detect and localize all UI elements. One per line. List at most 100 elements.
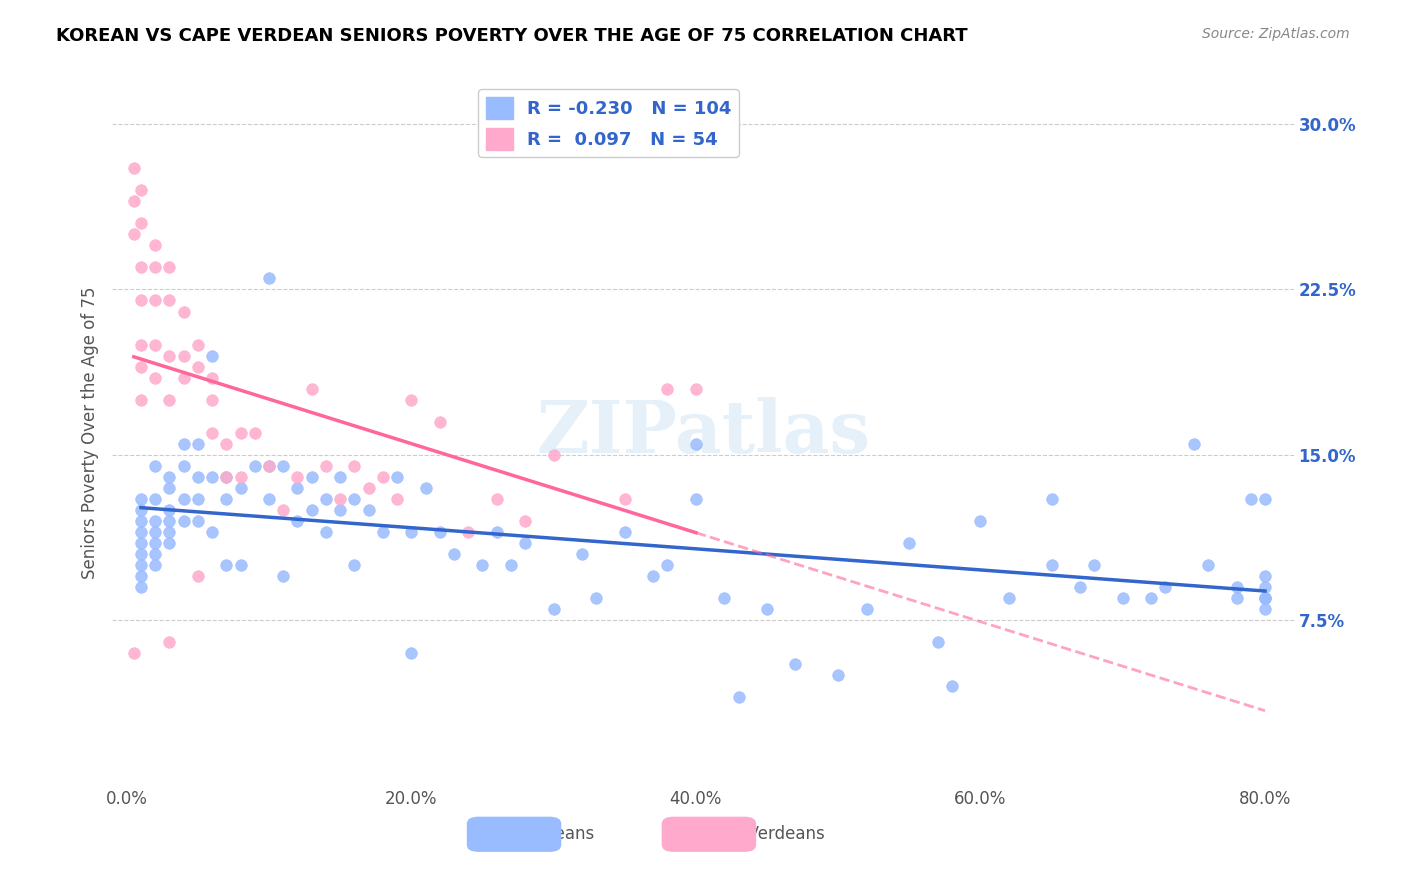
Point (129, 491, 152, 506)
Point (243, 425, 266, 440)
Point (1069, 580, 1091, 594)
Point (173, 514, 195, 528)
Point (315, 491, 337, 506)
Point (613, 491, 636, 506)
Point (122, 227, 145, 242)
Point (173, 458, 195, 473)
Point (129, 216, 152, 230)
Point (187, 568, 209, 582)
Point (1254, 591, 1277, 605)
Point (685, 382, 707, 396)
Point (685, 436, 707, 450)
Point (122, 646, 145, 660)
Point (129, 183, 152, 197)
Point (1112, 591, 1135, 605)
Point (1140, 591, 1163, 605)
Point (157, 260, 180, 275)
Point (229, 469, 252, 483)
Point (143, 514, 166, 528)
Text: Koreans: Koreans (529, 825, 595, 843)
Point (329, 502, 352, 516)
Point (201, 349, 224, 363)
Point (257, 271, 280, 285)
Point (756, 601, 779, 615)
Point (257, 491, 280, 506)
Point (513, 514, 536, 528)
Point (1254, 591, 1277, 605)
Point (301, 502, 323, 516)
Point (1197, 558, 1219, 572)
Point (485, 491, 508, 506)
Point (201, 524, 224, 539)
Point (157, 502, 180, 516)
Point (157, 392, 180, 407)
Point (157, 535, 180, 549)
Point (201, 392, 224, 407)
Point (343, 491, 366, 506)
Point (215, 469, 238, 483)
Point (129, 580, 152, 594)
Point (173, 436, 195, 450)
Point (898, 535, 921, 549)
Point (129, 293, 152, 308)
Point (229, 425, 252, 440)
Point (371, 469, 394, 483)
Point (129, 568, 152, 582)
Point (287, 514, 309, 528)
Legend: R = -0.230   N = 104, R =  0.097   N = 54: R = -0.230 N = 104, R = 0.097 N = 54 (478, 89, 738, 157)
Point (315, 458, 337, 473)
Point (343, 458, 366, 473)
Point (243, 458, 266, 473)
Point (1254, 580, 1277, 594)
Point (187, 491, 209, 506)
Point (357, 481, 380, 495)
Point (187, 359, 209, 374)
Point (229, 481, 252, 495)
Point (187, 469, 209, 483)
Point (429, 415, 451, 429)
Point (143, 293, 166, 308)
Point (998, 591, 1021, 605)
Point (143, 238, 166, 252)
Text: Source: ZipAtlas.com: Source: ZipAtlas.com (1202, 27, 1350, 41)
Point (215, 469, 238, 483)
Point (343, 558, 366, 572)
Text: KOREAN VS CAPE VERDEAN SENIORS POVERTY OVER THE AGE OF 75 CORRELATION CHART: KOREAN VS CAPE VERDEAN SENIORS POVERTY O… (56, 27, 967, 45)
Text: Cape Verdeans: Cape Verdeans (700, 825, 824, 843)
Point (215, 436, 238, 450)
Point (1040, 491, 1063, 506)
Point (1254, 591, 1277, 605)
Point (1226, 591, 1249, 605)
Point (143, 370, 166, 384)
Point (129, 337, 152, 351)
Point (173, 349, 195, 363)
Point (543, 448, 565, 462)
Point (385, 491, 408, 506)
Point (1226, 580, 1249, 594)
Point (143, 337, 166, 351)
Point (643, 568, 665, 582)
Point (157, 635, 180, 649)
Point (855, 601, 877, 615)
Point (329, 469, 352, 483)
Point (585, 591, 607, 605)
Point (287, 481, 309, 495)
Point (143, 558, 166, 572)
Point (129, 535, 152, 549)
Point (543, 601, 565, 615)
Point (385, 469, 408, 483)
Point (201, 469, 224, 483)
Point (157, 481, 180, 495)
Point (215, 558, 238, 572)
Point (157, 469, 180, 483)
Point (927, 635, 949, 649)
Point (229, 558, 252, 572)
Point (187, 514, 209, 528)
FancyBboxPatch shape (662, 817, 756, 852)
Point (287, 469, 309, 483)
Point (1154, 580, 1177, 594)
Point (401, 524, 423, 539)
Point (157, 293, 180, 308)
Point (1040, 558, 1063, 572)
Point (271, 568, 294, 582)
